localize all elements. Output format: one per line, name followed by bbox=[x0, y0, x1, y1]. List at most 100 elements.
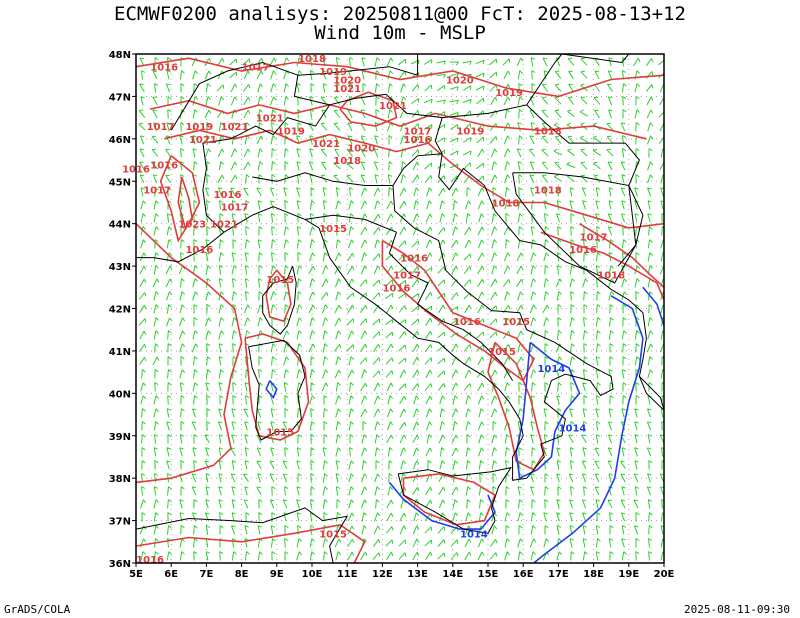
isobar-label: 1019 bbox=[185, 122, 213, 133]
lon-tick-label: 18E bbox=[583, 569, 604, 580]
lat-tick-label: 39N bbox=[109, 432, 131, 443]
isobar-1016-north bbox=[136, 57, 664, 98]
lon-tick-label: 11E bbox=[337, 569, 358, 580]
lat-tick-label: 47N bbox=[109, 92, 131, 103]
isobar-label: 1019 bbox=[319, 67, 347, 78]
lon-tick-label: 16E bbox=[513, 569, 534, 580]
lon-tick-label: 15E bbox=[478, 569, 499, 580]
isobar-label: 1016 bbox=[136, 555, 164, 566]
lon-tick-label: 7E bbox=[200, 569, 214, 580]
isobar-label: 1018 bbox=[534, 186, 562, 197]
isobar-label: 1021 bbox=[379, 101, 407, 112]
switzerland-border bbox=[170, 61, 330, 131]
north-africa-coastline bbox=[136, 507, 349, 563]
east-border bbox=[526, 54, 563, 106]
lat-tick-label: 42N bbox=[109, 305, 131, 316]
lon-tick-label: 20E bbox=[654, 569, 675, 580]
lat-tick-label: 40N bbox=[109, 389, 131, 400]
isobar-1017-balkans bbox=[540, 231, 664, 301]
lon-tick-label: 14E bbox=[442, 569, 463, 580]
lon-tick-label: 10E bbox=[302, 569, 323, 580]
lat-tick-label: 45N bbox=[109, 177, 131, 188]
isobar-1014-sardinia bbox=[265, 380, 278, 400]
lon-tick-label: 17E bbox=[548, 569, 569, 580]
isobar-label: 1017 bbox=[143, 186, 171, 197]
isobar-label: 1019 bbox=[456, 126, 484, 137]
isobar-label: 1016 bbox=[404, 135, 432, 146]
isobar-label: 1014 bbox=[460, 529, 488, 540]
lon-tick-label: 19E bbox=[618, 569, 639, 580]
isobar-label: 1017 bbox=[580, 232, 608, 243]
isobar-label: 1017 bbox=[242, 63, 270, 74]
isobar-label: 1018 bbox=[597, 271, 625, 282]
isobar-labels: 1016 101710181019102010211020101910211017… bbox=[122, 54, 625, 566]
isobar-label: 1021 bbox=[189, 135, 217, 146]
isobar-label: 1018 bbox=[333, 156, 361, 167]
isobar-label: 1016 bbox=[383, 283, 411, 294]
lat-tick-label: 46N bbox=[109, 135, 131, 146]
lon-tick-label: 5E bbox=[129, 569, 143, 580]
axis-ticks: 5E 6E 7E 8E 9E 10E 11E 12E 13E 14E 15E 16E 17E 18E 19E… bbox=[109, 50, 675, 580]
isobar-label: 1014 bbox=[537, 364, 565, 375]
hungary-border bbox=[561, 54, 630, 64]
isobar-1014-sicily-channel bbox=[388, 481, 496, 530]
bosnia-border bbox=[512, 172, 637, 284]
isobar-1015-sardinia bbox=[244, 333, 310, 441]
isobar-label: 1014 bbox=[559, 423, 587, 434]
isobar-1021-dolomites bbox=[339, 91, 398, 127]
isobar-1014-far-east bbox=[642, 286, 664, 326]
isobar-label: 1021 bbox=[256, 114, 284, 125]
isobar-label: 1016 bbox=[400, 254, 428, 265]
sicily-coastline bbox=[397, 466, 512, 534]
isobar-label: 1017 bbox=[393, 271, 421, 282]
lon-tick-label: 6E bbox=[164, 569, 178, 580]
alpine-border bbox=[202, 93, 443, 233]
isobar-label: 1015 bbox=[266, 275, 294, 286]
isobar-label: 1021 bbox=[221, 122, 249, 133]
isobar-label: 1016 bbox=[150, 160, 178, 171]
isobar-label: 1021 bbox=[210, 220, 238, 231]
lat-tick-label: 38N bbox=[109, 474, 131, 485]
isobar-label: 1015 bbox=[488, 347, 516, 358]
isobar-label: 1021 bbox=[312, 139, 340, 150]
isobar-1018-alps bbox=[164, 129, 664, 229]
apennine-divide bbox=[304, 214, 397, 233]
isobar-label: 1023 bbox=[178, 220, 206, 231]
austria-border bbox=[297, 54, 419, 76]
isobar-label: 1016 bbox=[185, 245, 213, 256]
lat-tick-label: 41N bbox=[109, 347, 131, 358]
isobars bbox=[136, 57, 664, 563]
isobar-1015-south bbox=[136, 523, 366, 563]
run-timestamp: 2025-08-11-09:30 bbox=[684, 603, 790, 616]
po-regions bbox=[252, 172, 393, 186]
lon-tick-label: 9E bbox=[270, 569, 284, 580]
isobar-label: 1017 bbox=[221, 203, 249, 214]
lon-tick-label: 12E bbox=[372, 569, 393, 580]
isobar-label: 1017 bbox=[404, 126, 432, 137]
croatia-coastline bbox=[438, 153, 664, 411]
isobar-1014-east bbox=[533, 295, 644, 563]
lat-tick-label: 43N bbox=[109, 262, 131, 273]
lat-tick-label: 48N bbox=[109, 50, 131, 61]
lon-tick-label: 8E bbox=[235, 569, 249, 580]
isobar-label: 1018 bbox=[492, 198, 520, 209]
lon-tick-label: 13E bbox=[407, 569, 428, 580]
sardinia-coastline bbox=[248, 339, 306, 441]
isobar-label: 1019 bbox=[277, 126, 305, 137]
isobar-label: 1016 bbox=[214, 190, 242, 201]
isobar-label: 1016 bbox=[569, 245, 597, 256]
isobar-1018-adriatic bbox=[579, 223, 664, 288]
map-title-line1: ECMWF0200 analisys: 20250811@00 FcT: 202… bbox=[114, 3, 686, 25]
slovenia-croatia-border bbox=[442, 104, 644, 267]
isobar-label: 1017 bbox=[147, 122, 175, 133]
isobar-label: 1020 bbox=[347, 143, 375, 154]
isobar-label: 1018 bbox=[534, 126, 562, 137]
isobar-1015-sicily bbox=[402, 473, 497, 526]
coastlines bbox=[136, 54, 664, 563]
isobar-label: 1015 bbox=[266, 428, 294, 439]
isobar-label: 1015 bbox=[319, 224, 347, 235]
isobar-label: 1019 bbox=[495, 88, 523, 99]
isobar-label: 1015 bbox=[319, 529, 347, 540]
isobar-1021-northwest bbox=[177, 176, 194, 230]
